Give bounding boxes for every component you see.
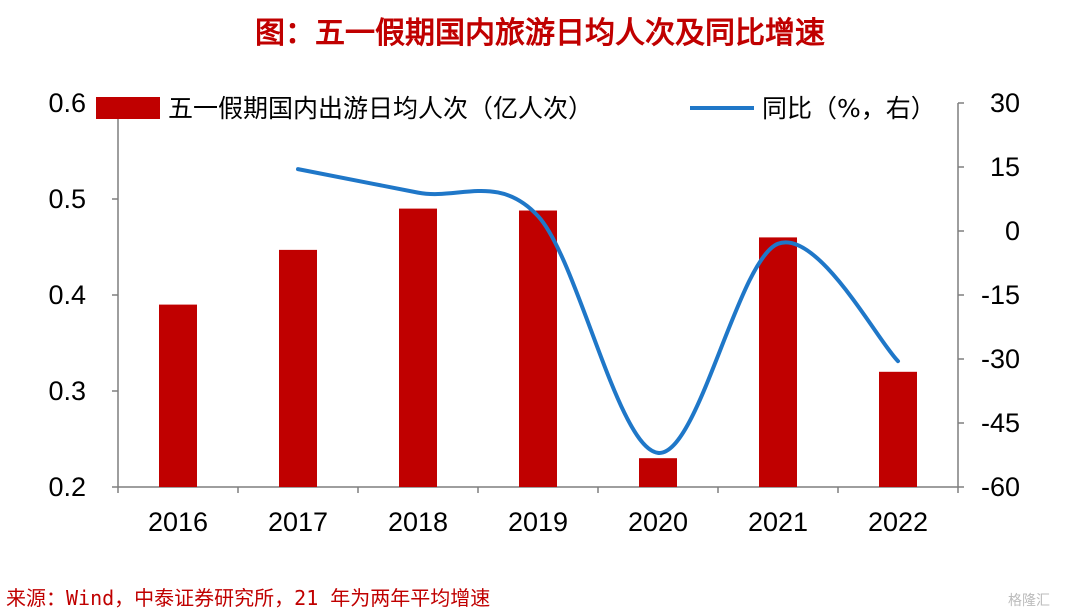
right-tick-label: -45 <box>981 408 1020 438</box>
right-tick-label: -60 <box>981 472 1020 502</box>
left-tick-label: 0.5 <box>48 184 86 214</box>
bar-2017 <box>279 249 317 487</box>
bar-2020 <box>639 458 677 487</box>
yoy-line <box>296 167 900 455</box>
line-series <box>296 167 900 455</box>
bar-2019 <box>519 210 557 487</box>
watermark: 格隆汇 <box>1008 593 1050 609</box>
left-tick-label: 0.2 <box>48 472 86 502</box>
left-tick-label: 0.3 <box>48 376 86 406</box>
right-tick-label: -15 <box>981 280 1020 310</box>
bar-2021 <box>759 237 797 487</box>
x-tick-label: 2021 <box>748 507 808 537</box>
legend-bar-label: 五一假期国内出游日均人次（亿人次） <box>168 94 593 123</box>
bar-2018 <box>399 208 437 487</box>
legend-bar-swatch <box>96 97 160 119</box>
x-tick-label: 2016 <box>148 507 208 537</box>
chart: 0.2 0.3 0.4 0.5 0.6 -60 -45 -30 -15 0 15 30 2016 2017… <box>48 88 1020 537</box>
right-tick-label: 30 <box>990 88 1020 118</box>
x-tick-label: 2019 <box>508 507 568 537</box>
right-tick-label: 15 <box>990 152 1020 182</box>
legend-line-label: 同比（%，右） <box>762 94 936 123</box>
bar-2016 <box>159 304 197 487</box>
bar-2022 <box>879 371 917 487</box>
x-tick-label: 2022 <box>868 507 928 537</box>
axes: 0.2 0.3 0.4 0.5 0.6 -60 -45 -30 -15 0 15 30 2016 2017… <box>48 88 1020 537</box>
x-tick-label: 2020 <box>628 507 688 537</box>
bar-series <box>159 208 917 487</box>
left-tick-label: 0.6 <box>48 88 86 118</box>
right-tick-label: -30 <box>981 344 1020 374</box>
legend: 五一假期国内出游日均人次（亿人次） 同比（%，右） <box>96 94 936 123</box>
x-tick-label: 2018 <box>388 507 448 537</box>
source-note: 来源：Wind，中泰证券研究所，21 年为两年平均增速 <box>6 586 491 610</box>
left-tick-label: 0.4 <box>48 280 86 310</box>
x-tick-label: 2017 <box>268 507 328 537</box>
chart-title: 图：五一假期国内旅游日均人次及同比增速 <box>255 16 825 51</box>
right-tick-label: 0 <box>1005 216 1020 246</box>
